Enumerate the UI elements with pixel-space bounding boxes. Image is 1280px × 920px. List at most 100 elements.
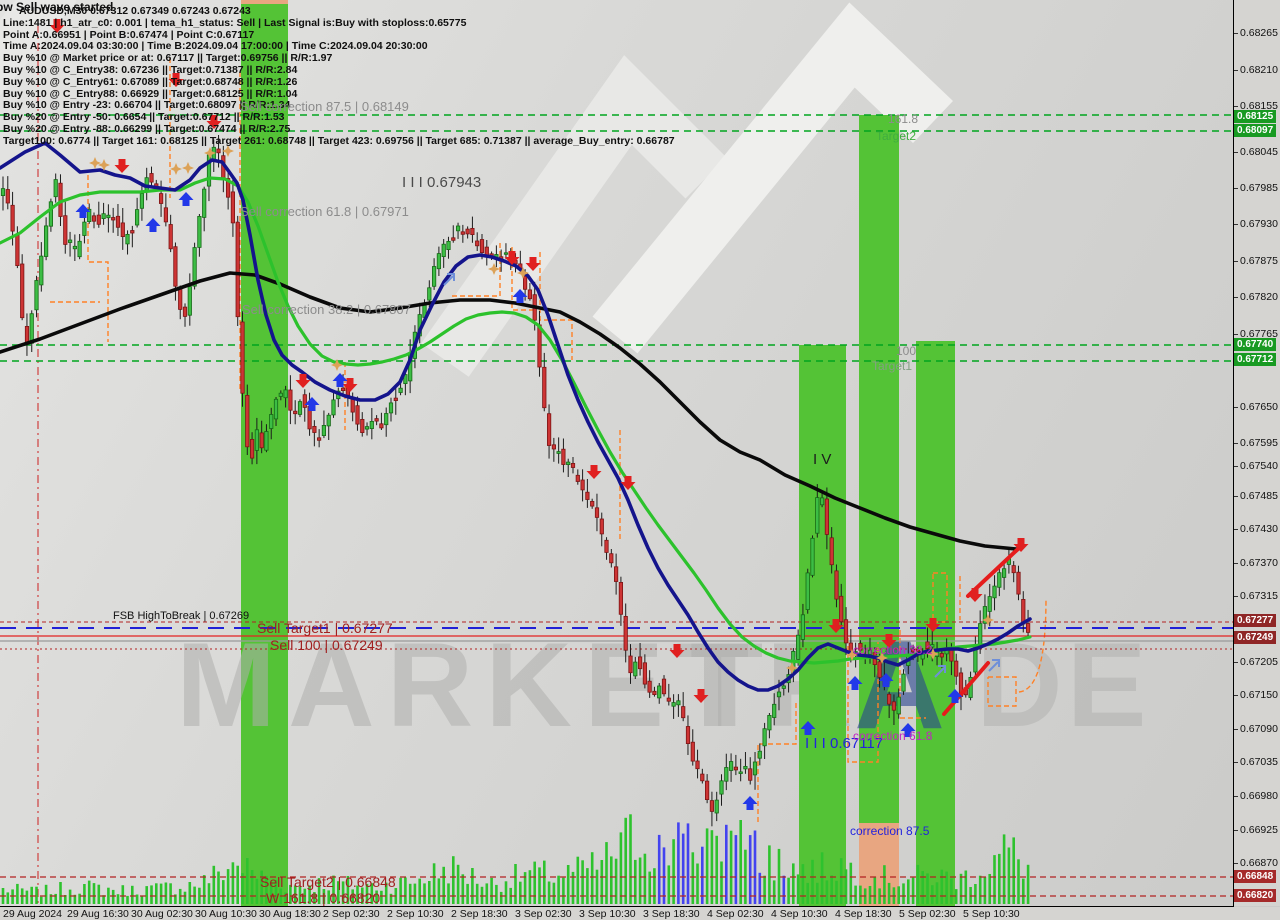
volume-bar (729, 830, 733, 904)
volume-bar (384, 882, 388, 904)
price-label: 0.67650 (1234, 401, 1278, 413)
info-line: Buy %10 @ Market price or at: 0.67117 ||… (3, 52, 333, 65)
chart-label: Target2 (876, 129, 917, 143)
candle-body (369, 420, 374, 429)
volume-bar (44, 884, 48, 904)
volume-bar (883, 865, 886, 904)
candle-body (197, 215, 202, 248)
volume-bar (940, 869, 944, 904)
signal-band (241, 4, 288, 906)
candle-body (225, 178, 231, 198)
candle-body (101, 213, 106, 219)
candle-body (182, 306, 188, 317)
sell-arrow-icon (295, 374, 311, 388)
watermark-text: A (854, 614, 945, 755)
candle-body (149, 173, 154, 183)
signal-band (241, 0, 288, 4)
volume-bar (983, 877, 987, 904)
volume-bar (423, 883, 426, 904)
breakout-arrow-icon (443, 273, 455, 286)
volume-bar (25, 890, 29, 904)
candle-body (776, 691, 782, 698)
chart-label: Sell Target2 | 0.66848 (260, 874, 396, 890)
candle-body (297, 401, 303, 415)
candle-body (551, 444, 557, 450)
volume-bar (437, 878, 441, 904)
volume-bar (198, 887, 201, 904)
volume-bar (988, 874, 991, 904)
candle-body (719, 780, 724, 795)
candle-body (772, 703, 777, 718)
volume-bar (121, 885, 125, 904)
volume-bar (748, 835, 752, 904)
star-marker-icon (786, 662, 798, 674)
price-label: 0.67315 (1234, 590, 1278, 602)
candle-body (393, 397, 398, 402)
volume-bar (59, 882, 62, 904)
chart-plot[interactable]: RMARKETTADE (0, 0, 1233, 906)
volume-bar (226, 869, 230, 904)
volume-bar (131, 885, 134, 904)
time-label: 5 Sep 10:30 (963, 908, 1020, 920)
candle-body (29, 313, 34, 344)
chart-canvas[interactable]: RMARKETTADE bw Sell wave started AUDUSD,… (0, 0, 1234, 907)
candle-body (427, 287, 432, 301)
volume-bar (681, 833, 685, 904)
time-label: 3 Sep 10:30 (579, 908, 636, 920)
candle-body (503, 252, 509, 255)
volume-bar (188, 882, 192, 904)
volume-bar (825, 880, 829, 904)
volume-bar (571, 871, 575, 904)
candle-body (331, 399, 336, 416)
buy-arrow-icon (847, 676, 863, 690)
candle-body (982, 606, 988, 624)
candle-body (705, 780, 710, 800)
candle-body (259, 432, 264, 449)
volume-bar (720, 861, 723, 904)
volume-bar (753, 830, 757, 904)
star-marker-icon (222, 145, 234, 157)
time-label: 30 Aug 18:30 (259, 908, 321, 920)
candle-body (997, 572, 1002, 588)
sell-arrow-icon (504, 251, 520, 265)
price-axis[interactable]: 0.68265 0.68210 0.68155 0.68045 0.67985 0.679… (1234, 0, 1280, 906)
volume-bar (404, 877, 407, 904)
volume-bar (83, 884, 86, 904)
candle-body (834, 570, 839, 600)
volume-bar (183, 891, 187, 904)
candle-body (431, 266, 437, 287)
time-label: 30 Aug 10:30 (195, 908, 257, 920)
chart-label: Sell Target1 | 0.67277 (257, 620, 393, 636)
candle-body (245, 394, 250, 448)
volume-bar (308, 885, 311, 904)
volume-bar (1026, 864, 1030, 904)
sell-arrow-icon (669, 644, 685, 658)
candle-body (111, 217, 116, 221)
info-line: Buy %10 @ C_Entry61: 0.67089 || Target:0… (3, 75, 298, 88)
candle-body (34, 280, 39, 311)
candle-body (547, 413, 552, 446)
volume-bar (432, 863, 436, 904)
candle-body (326, 414, 331, 427)
volume-bar (293, 885, 297, 904)
candle-body (911, 649, 916, 653)
volume-bar (212, 865, 216, 904)
star-marker-icon (182, 162, 194, 174)
price-label: 0.67985 (1234, 182, 1278, 194)
candle-body (978, 623, 983, 647)
volume-bar (49, 894, 53, 904)
candle-body (714, 799, 719, 814)
chart-label: correction 61.8 (853, 729, 933, 743)
volume-bar (839, 858, 843, 904)
time-axis[interactable]: 29 Aug 2024 29 Aug 16:30 30 Aug 02:30 30 Au… (0, 907, 1280, 920)
candle-body (915, 649, 921, 652)
candle-body (340, 387, 346, 392)
volume-bar (662, 847, 666, 904)
volume-bar (284, 892, 287, 904)
candle-body (666, 697, 671, 702)
candle-body (91, 215, 97, 222)
volume-bar (715, 835, 718, 904)
watermark-chevron (421, 55, 727, 377)
candle-body (63, 215, 68, 245)
star-marker-icon (170, 163, 182, 175)
